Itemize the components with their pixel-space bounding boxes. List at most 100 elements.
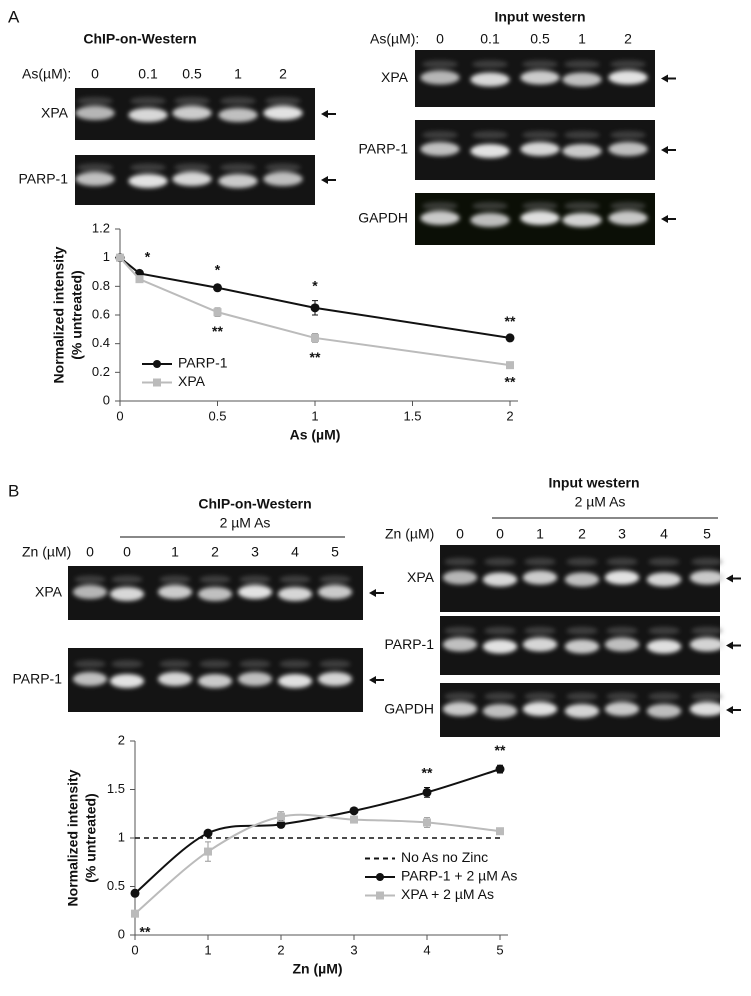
arrow: [661, 215, 676, 223]
x-tick-label: 5: [496, 942, 503, 957]
band: [109, 674, 145, 688]
lane-label: 0.1: [480, 31, 500, 47]
y-tick-label: 0.6: [92, 306, 110, 321]
band-haze: [610, 60, 646, 69]
lane-label: 4: [660, 526, 668, 542]
band: [482, 704, 518, 718]
band-haze: [484, 692, 516, 701]
blot-title: Input western: [548, 475, 639, 491]
lane-label: 4: [291, 544, 299, 560]
lane-label: 3: [251, 544, 259, 560]
band: [608, 70, 648, 85]
band: [522, 702, 558, 716]
band-haze: [279, 660, 311, 668]
band-haze: [199, 660, 231, 668]
y-axis-label: Normalized intensity: [51, 246, 67, 383]
lane-label: 0.5: [530, 31, 550, 47]
arrow: [661, 74, 676, 83]
band-haze: [319, 660, 351, 668]
band-haze: [691, 557, 723, 566]
x-tick-label: 1.5: [403, 408, 421, 423]
row-label: PARP-1: [12, 671, 62, 687]
band: [218, 108, 258, 122]
band-haze: [484, 626, 516, 635]
band-haze: [319, 575, 351, 584]
band: [277, 674, 313, 688]
band-haze: [472, 131, 508, 139]
x-axis-label: As (µM): [290, 427, 341, 443]
band-haze: [130, 97, 166, 105]
band: [157, 585, 193, 599]
band-haze: [199, 575, 231, 584]
lane-label: 1: [171, 544, 179, 560]
marker: [203, 828, 213, 838]
band: [237, 585, 273, 599]
band: [442, 637, 478, 652]
band-group: [420, 131, 648, 158]
row-label: XPA: [35, 584, 63, 600]
band: [482, 639, 518, 654]
legend-label: XPA + 2 µM As: [401, 886, 494, 902]
lane-label: 0: [86, 544, 94, 560]
band-haze: [484, 557, 516, 566]
y-tick-label: 0.8: [92, 278, 110, 293]
lane-label: 0: [456, 526, 464, 542]
marker: [495, 764, 505, 774]
band-haze: [444, 692, 476, 701]
band: [689, 637, 725, 652]
band: [237, 672, 273, 686]
marker: [310, 303, 320, 313]
y-tick-label: 0.4: [92, 335, 110, 350]
band-group: [72, 660, 353, 688]
band-haze: [422, 60, 458, 69]
marker: [277, 812, 285, 821]
panel-label: A: [8, 7, 20, 26]
lane-label: 0: [436, 31, 444, 47]
arrow: [726, 706, 741, 714]
row-label: XPA: [381, 69, 409, 85]
lane-label: 0: [496, 526, 504, 542]
panel-label: B: [8, 481, 19, 500]
band-group: [420, 60, 648, 87]
band: [520, 70, 560, 85]
band-group: [442, 557, 725, 587]
band: [172, 106, 212, 120]
band-haze: [524, 626, 556, 635]
marker: [349, 806, 359, 816]
band: [562, 72, 602, 87]
y-tick-label: 0: [103, 392, 110, 407]
band-haze: [444, 557, 476, 566]
band: [646, 572, 682, 587]
lane-label: 3: [618, 526, 626, 542]
marker: [276, 819, 286, 829]
band: [442, 570, 478, 585]
band-group: [75, 163, 303, 188]
band-haze: [174, 97, 210, 105]
arrow: [369, 676, 384, 684]
band: [470, 72, 510, 87]
marker: [506, 361, 514, 370]
band: [263, 172, 303, 186]
legend-label: PARP-1 + 2 µM As: [401, 868, 517, 884]
significance: **: [140, 923, 151, 939]
x-tick-label: 3: [350, 942, 357, 957]
y-axis-label: (% untreated): [69, 270, 85, 359]
y-tick-label: 1: [118, 829, 125, 844]
band: [689, 570, 725, 585]
band-haze: [422, 131, 458, 139]
lane-label: 2: [578, 526, 586, 542]
band-haze: [444, 626, 476, 635]
marker: [204, 847, 212, 856]
lane-label: 2: [624, 31, 632, 47]
band: [172, 172, 212, 186]
marker: [311, 333, 319, 342]
dose-label: As(µM):: [22, 66, 71, 82]
x-tick-label: 4: [423, 942, 430, 957]
band: [197, 674, 233, 688]
significance: *: [145, 249, 151, 265]
y-tick-label: 1.2: [92, 220, 110, 235]
marker: [130, 888, 140, 898]
legend-label: PARP-1: [178, 355, 228, 371]
row-label: GAPDH: [358, 210, 408, 226]
marker: [213, 308, 222, 317]
